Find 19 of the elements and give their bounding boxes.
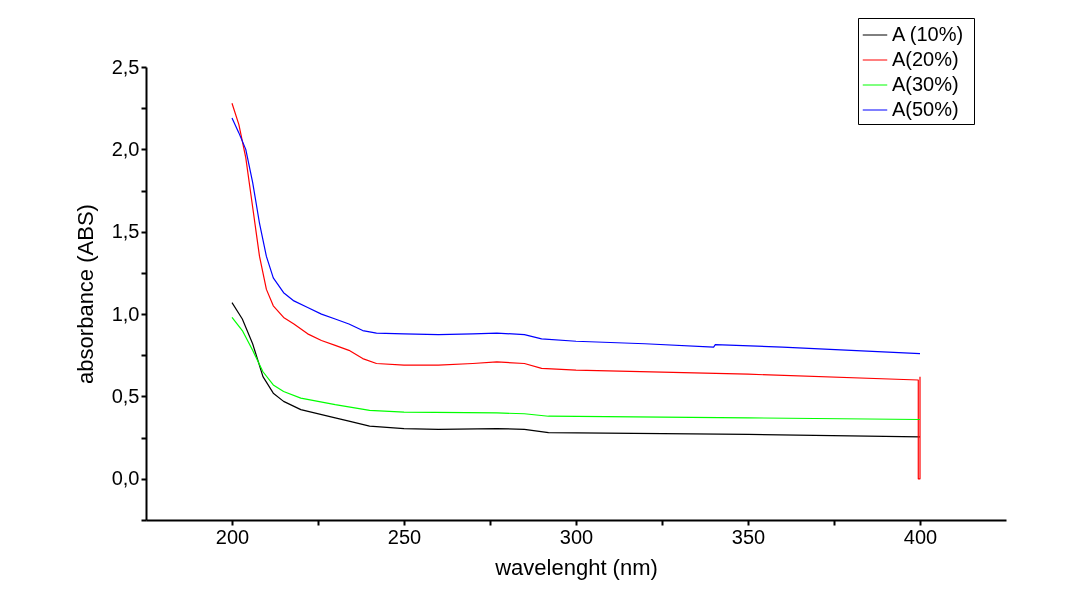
line-series xyxy=(231,316,921,421)
x-tick-label: 350 xyxy=(731,525,766,548)
legend-label: A(30%) xyxy=(892,73,959,95)
x-axis-title: wavelenght (nm) xyxy=(494,554,658,580)
x-tick-label: 200 xyxy=(215,525,250,548)
y-tick-label: 0,5 xyxy=(111,384,140,407)
y-tick-label: 1,5 xyxy=(111,220,140,243)
y-tick-label: 0,0 xyxy=(111,467,140,490)
y-tick-label: 2,0 xyxy=(111,137,140,160)
legend-label: A(50%) xyxy=(892,98,959,120)
x-tick-label: 250 xyxy=(387,525,422,548)
legend-label: A(20%) xyxy=(892,48,959,70)
y-tick-label: 1,0 xyxy=(111,302,140,325)
x-tick-label: 400 xyxy=(903,525,938,548)
y-axis-title: absorbance (ABS) xyxy=(72,204,98,384)
y-tick-label: 2,5 xyxy=(111,55,140,78)
legend-label: A (10%) xyxy=(892,23,964,45)
x-tick-label: 300 xyxy=(559,525,594,548)
line-series xyxy=(231,301,921,438)
